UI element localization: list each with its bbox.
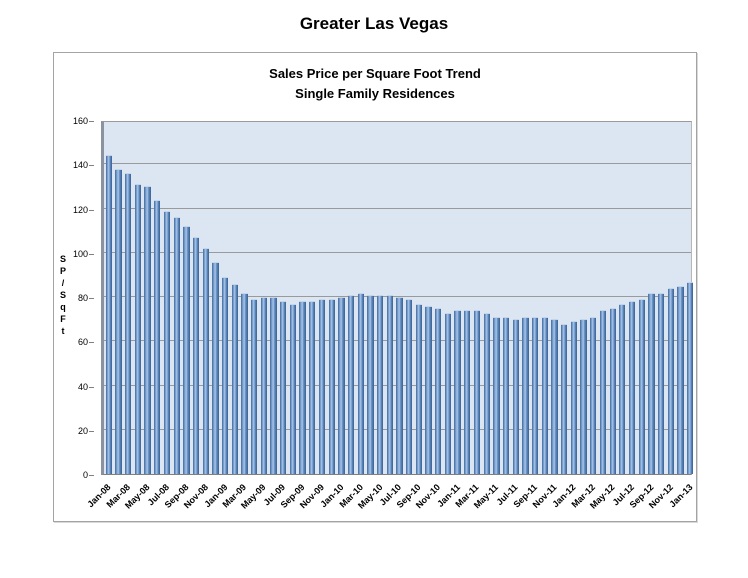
- bar-Jan-10: [338, 297, 345, 474]
- y-tick-mark: [89, 165, 94, 167]
- bar-Dec-08: [212, 261, 219, 474]
- bar-Jan-08: [105, 155, 112, 474]
- y-axis-title-letter: S: [59, 290, 66, 300]
- bar-Jan-13: [687, 281, 694, 474]
- bar-Sep-09: [299, 301, 306, 474]
- y-tick-mark: [89, 386, 94, 388]
- bar-Jul-11: [512, 319, 519, 474]
- bar-Oct-08: [192, 237, 200, 474]
- bar-Mar-11: [473, 310, 481, 474]
- y-tick-mark: [89, 121, 94, 122]
- bar-May-10: [376, 294, 384, 474]
- bar-Mar-08: [125, 173, 132, 474]
- bar-Jan-12: [570, 321, 578, 474]
- bar-Jul-12: [628, 301, 636, 474]
- bar-Sep-10: [415, 303, 423, 474]
- chart-container: Sales Price per Square Foot Trend Single…: [53, 52, 697, 522]
- y-axis-title-letter: q: [60, 302, 66, 312]
- y-tick-mark: [89, 298, 94, 299]
- bar-Nov-09: [318, 299, 326, 474]
- bar-Aug-12: [638, 299, 645, 474]
- bar-Mar-12: [590, 316, 597, 474]
- bar-Nov-12: [667, 288, 674, 474]
- bar-Feb-11: [464, 310, 471, 474]
- y-tick-label: 60: [77, 337, 88, 348]
- bar-Dec-10: [444, 312, 452, 474]
- y-tick-label: 20: [77, 425, 88, 436]
- bar-Jun-08: [154, 199, 161, 474]
- y-axis-title-letter: F: [60, 314, 66, 324]
- bar-Sep-08: [183, 226, 190, 474]
- bar-Aug-10: [406, 299, 413, 474]
- bar-Apr-12: [599, 310, 607, 474]
- gridline: [104, 296, 691, 297]
- gridline: [104, 207, 691, 209]
- bar-Feb-12: [580, 319, 587, 474]
- y-tick-label: 160: [72, 116, 88, 126]
- bar-Feb-08: [115, 168, 122, 474]
- gridline: [104, 163, 691, 165]
- bar-Nov-10: [435, 308, 442, 474]
- bar-Apr-09: [251, 299, 258, 474]
- bar-Feb-10: [347, 294, 355, 474]
- y-axis-title-letter: P: [59, 266, 66, 276]
- bar-May-11: [493, 316, 500, 474]
- bar-Jun-10: [386, 294, 393, 474]
- x-axis-labels: Jan-08 Mar-08 May-08 Jul-08 Sep-08 Nov-08 Jan-…: [86, 477, 695, 523]
- bar-Dec-11: [561, 323, 568, 474]
- y-tick-mark: [89, 209, 94, 211]
- y-axis-title-letter: t: [61, 326, 65, 336]
- bar-Sep-11: [531, 316, 539, 474]
- bar-Jun-09: [270, 297, 277, 474]
- y-tick-label: 100: [72, 248, 88, 259]
- bar-May-09: [260, 297, 267, 474]
- y-axis-title-letter: S: [59, 254, 66, 264]
- bar-Dec-12: [677, 285, 684, 474]
- y-tick-label: 80: [77, 293, 88, 303]
- bar-Mar-10: [357, 292, 364, 474]
- bar-May-12: [609, 308, 616, 474]
- bar-Jun-11: [502, 316, 510, 474]
- bar-Sep-12: [648, 292, 655, 474]
- bar-Oct-09: [309, 301, 316, 474]
- y-tick-mark: [89, 475, 94, 476]
- page-title: Greater Las Vegas: [299, 14, 449, 33]
- bar-Aug-09: [289, 303, 297, 474]
- bar-Oct-10: [425, 305, 432, 474]
- bar-Apr-11: [483, 312, 490, 474]
- bar-Dec-09: [328, 299, 335, 474]
- bar-Apr-10: [367, 294, 374, 474]
- gridline: [104, 251, 691, 253]
- bar-Jul-10: [396, 297, 403, 474]
- y-tick-label: 0: [82, 470, 88, 480]
- plot-area: [101, 121, 694, 475]
- bar-Jan-09: [221, 277, 229, 474]
- bar-Apr-08: [134, 184, 142, 474]
- bar-Jan-11: [454, 310, 461, 474]
- y-tick-mark: [89, 430, 94, 432]
- y-tick-label: 120: [72, 204, 88, 215]
- y-axis-title-letter: /: [61, 278, 65, 288]
- bar-Aug-11: [522, 316, 529, 474]
- bar-Nov-08: [202, 248, 209, 474]
- bar-Aug-08: [173, 217, 180, 474]
- bar-May-08: [144, 186, 151, 474]
- y-tick-mark: [89, 253, 94, 255]
- bar-Feb-09: [231, 283, 238, 474]
- bar-Nov-11: [551, 319, 558, 474]
- y-tick-label: 40: [77, 381, 88, 392]
- y-tick-mark: [89, 342, 94, 344]
- bar-Mar-09: [241, 292, 248, 474]
- chart-title-line2: Single Family Residences: [295, 86, 455, 101]
- bar-Oct-11: [541, 316, 548, 474]
- y-tick-label: 140: [72, 160, 88, 171]
- bar-Jul-08: [163, 210, 171, 474]
- bar-Jul-09: [280, 301, 287, 474]
- bar-Oct-12: [657, 292, 665, 474]
- bar-Jun-12: [619, 303, 626, 474]
- chart-title: Sales Price per Square Foot Trend Single…: [54, 64, 696, 104]
- chart-title-line1: Sales Price per Square Foot Trend: [269, 66, 481, 81]
